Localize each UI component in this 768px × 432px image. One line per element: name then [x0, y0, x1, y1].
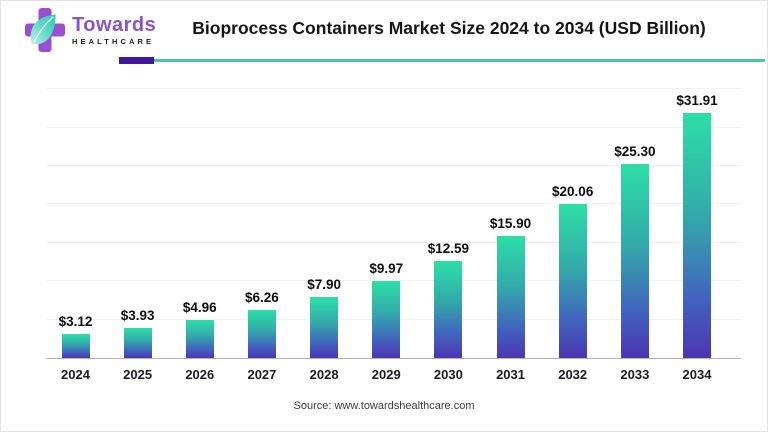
- bar-chart-plot-area: $3.12 2024 $3.93 2025 $4.96 2026 $6.26 2027 $7.9…: [46, 81, 741, 382]
- bar-2031: [496, 235, 525, 358]
- x-axis-tick-label: 2034: [682, 367, 712, 382]
- bar-value-label: $20.06: [552, 183, 594, 199]
- bar-value-label: $4.96: [182, 299, 217, 315]
- x-axis-tick-label: 2026: [185, 367, 215, 382]
- bar-2033: [620, 163, 649, 358]
- x-axis-tick-label: 2029: [371, 367, 401, 382]
- bar-2034: [683, 112, 711, 358]
- gridline: [46, 203, 741, 205]
- x-axis-tick-label: 2025: [123, 367, 153, 382]
- bar-value-label: $31.91: [676, 92, 718, 108]
- logo-brand-name: Towards: [72, 13, 157, 36]
- bar-value-label: $12.59: [427, 241, 470, 257]
- x-axis-tick-label: 2028: [309, 367, 339, 382]
- bar-2027: [247, 309, 276, 358]
- x-axis-tick-label: 2027: [247, 367, 277, 382]
- bar-2032: [558, 203, 587, 358]
- bar-2024: [61, 334, 90, 358]
- x-axis-tick-label: 2031: [496, 367, 525, 382]
- logo-wordmark: Towards HEALTHCARE: [72, 15, 156, 46]
- divider-purple-segment: [119, 57, 154, 64]
- gridline: [46, 126, 741, 128]
- bar-2028: [310, 297, 339, 358]
- logo-brand-subtitle: HEALTHCARE: [72, 36, 155, 46]
- gridline: [46, 241, 741, 243]
- bar-2029: [372, 281, 401, 358]
- x-axis-tick-label: 2030: [433, 367, 463, 382]
- bar-2025: [123, 327, 152, 358]
- bar-2030: [434, 261, 463, 358]
- towards-healthcare-logo: Towards HEALTHCARE: [25, 8, 156, 52]
- bar-value-label: $15.90: [489, 215, 532, 231]
- bar-value-label: $3.12: [58, 314, 93, 330]
- gridline: [46, 280, 741, 282]
- chart-title: Bioprocess Containers Market Size 2024 t…: [192, 18, 706, 38]
- divider-teal-line: [154, 58, 765, 63]
- bar-value-label: $25.30: [614, 143, 656, 159]
- bar-value-label: $6.26: [245, 289, 279, 305]
- source-text: Source: www.towardshealthcare.com: [293, 400, 475, 412]
- x-axis-tick-label: 2032: [558, 367, 588, 382]
- bar-value-label: $9.97: [369, 261, 404, 277]
- cross-leaf-icon: [25, 8, 65, 52]
- bar-value-label: $3.93: [120, 307, 155, 323]
- x-axis-tick-label: 2033: [620, 367, 650, 382]
- x-axis-tick-label: 2024: [61, 367, 90, 382]
- gridline: [46, 88, 741, 90]
- bar-value-label: $7.90: [307, 277, 341, 293]
- bar-2026: [185, 319, 214, 358]
- gridline: [46, 165, 741, 166]
- title-divider: [119, 57, 765, 64]
